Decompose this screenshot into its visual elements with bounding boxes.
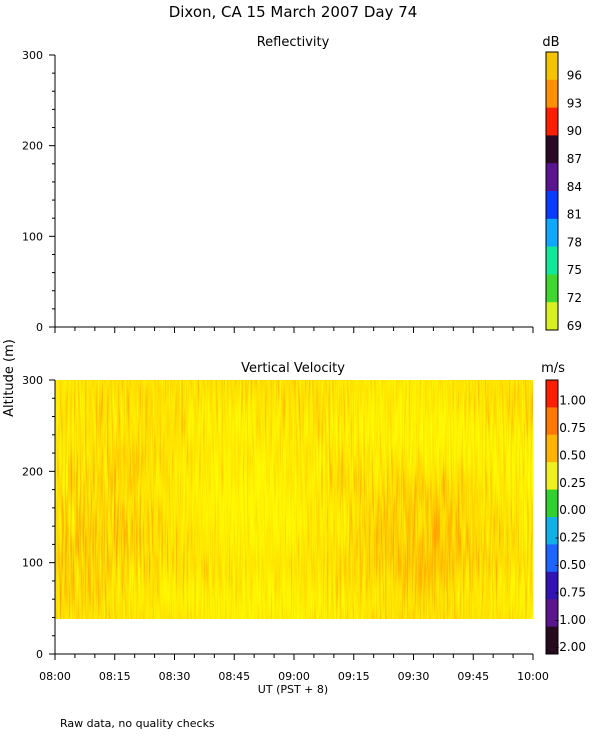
x-axis-label: UT (PST + 8) (258, 683, 328, 696)
colorbar-swatch (546, 380, 558, 408)
reflectivity-unit: dB (542, 35, 559, 50)
velocity-unit: m/s (541, 361, 565, 376)
colorbar-label: 81 (567, 208, 582, 222)
colorbar-swatch (546, 52, 558, 81)
reflectivity-title: Reflectivity (257, 35, 330, 50)
colorbar-frame (545, 379, 559, 655)
colorbar-label: 84 (567, 180, 582, 194)
colorbar-swatch (546, 135, 558, 164)
y-tick-label: 0 (36, 321, 43, 334)
colorbar-swatch (546, 191, 558, 220)
colorbar-label: -2.00 (555, 640, 586, 654)
footnote: Raw data, no quality checks (60, 717, 215, 730)
x-tick-label: 09:15 (338, 670, 370, 683)
colorbar-label: -0.75 (555, 585, 586, 599)
colorbar-swatch (546, 517, 558, 545)
x-tick-label: 10:00 (517, 670, 549, 683)
reflectivity-plot: 0 100 200 300 (22, 49, 534, 334)
x-tick-label: 08:00 (39, 670, 71, 683)
colorbar-swatch (546, 302, 558, 331)
colorbar-swatch (546, 407, 558, 436)
colorbar-swatch (546, 218, 558, 248)
figure-title: Dixon, CA 15 March 2007 Day 74 (169, 3, 418, 21)
colorbar-label: 90 (567, 124, 582, 138)
colorbar-swatch (546, 163, 558, 192)
colorbar-label: 75 (567, 263, 582, 277)
colorbar-label: 87 (567, 152, 582, 166)
y-tick-label: 300 (22, 374, 43, 387)
colorbar-frame (545, 51, 559, 331)
velocity-title: Vertical Velocity (241, 361, 345, 376)
y-tick-label: 0 (36, 648, 43, 661)
y-tick-label: 200 (22, 465, 43, 478)
colorbar-label: 93 (567, 96, 582, 110)
colorbar-swatch (546, 571, 558, 600)
colorbar-label: 0.75 (559, 421, 586, 435)
x-tick-label: 09:30 (398, 670, 430, 683)
colorbar-label: 0.00 (559, 503, 586, 517)
colorbar-label: -0.50 (555, 558, 586, 572)
y-tick-label: 100 (22, 557, 43, 570)
colorbar-swatch (546, 599, 558, 628)
y-tick-label: 100 (22, 230, 43, 243)
colorbar-label: 96 (567, 69, 582, 83)
x-tick-label: 08:45 (218, 670, 250, 683)
x-tick-label: 08:30 (159, 670, 191, 683)
colorbar-swatch (546, 434, 558, 463)
colorbar-label: 78 (567, 235, 582, 249)
colorbar-label: -1.00 (555, 613, 586, 627)
colorbar-swatch (546, 462, 558, 491)
colorbar-swatch (546, 489, 558, 518)
reflectivity-colorbar: 96 93 90 87 84 81 78 75 72 69 (545, 51, 582, 333)
colorbar-label: 69 (567, 319, 582, 333)
colorbar-swatch (546, 274, 558, 303)
x-tick-label: 09:00 (278, 670, 310, 683)
velocity-plot: 0 100 200 300 (22, 374, 534, 661)
colorbar-swatch (546, 544, 558, 573)
x-tick-label: 09:45 (457, 670, 489, 683)
velocity-colorbar: 1.00 0.75 0.50 0.25 0.00 -0.25 -0.50 -0.75 -1.00… (545, 379, 586, 655)
y-axis-label: Altitude (m) (2, 339, 17, 417)
colorbar-label: -0.25 (555, 531, 586, 545)
colorbar-label: 72 (567, 291, 582, 305)
colorbar-swatch (546, 107, 558, 136)
colorbar-swatch (546, 246, 558, 275)
colorbar-swatch (546, 626, 558, 655)
x-tick-label: 08:15 (99, 670, 131, 683)
velocity-field (55, 380, 533, 619)
colorbar-label: 1.00 (559, 394, 586, 408)
colorbar-swatch (546, 79, 558, 109)
y-tick-label: 300 (22, 49, 43, 62)
y-tick-label: 200 (22, 140, 43, 153)
colorbar-label: 0.50 (559, 448, 586, 462)
x-axis: 08:00 08:15 08:30 08:45 09:00 09:15 09:30 09:45… (39, 670, 549, 683)
colorbar-label: 0.25 (559, 476, 586, 490)
